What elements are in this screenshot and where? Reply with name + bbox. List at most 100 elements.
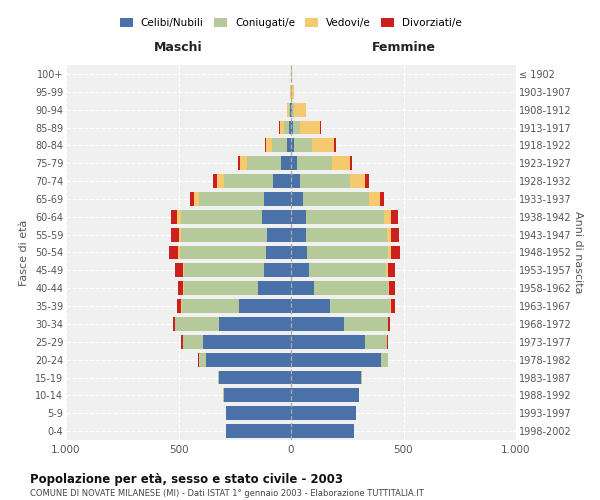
Bar [262, 210, 291, 224]
Bar [291, 317, 344, 331]
Bar [287, 102, 289, 117]
Bar [178, 246, 179, 260]
Bar [344, 317, 388, 331]
Bar [266, 246, 291, 260]
Bar [268, 228, 291, 241]
Text: Maschi: Maschi [154, 42, 203, 54]
Bar [386, 228, 391, 241]
Bar [178, 210, 181, 224]
Bar [177, 299, 181, 313]
Bar [291, 138, 295, 152]
Bar [291, 264, 309, 278]
Bar [184, 281, 259, 295]
Bar [238, 156, 241, 170]
Bar [300, 174, 349, 188]
Bar [391, 246, 400, 260]
Bar [291, 210, 305, 224]
Bar [183, 335, 203, 349]
Bar [289, 102, 290, 117]
Bar [205, 352, 291, 366]
Bar [381, 352, 388, 366]
Bar [203, 335, 291, 349]
Bar [380, 192, 385, 206]
Bar [194, 192, 199, 206]
Bar [181, 210, 262, 224]
Bar [247, 156, 281, 170]
Bar [182, 299, 239, 313]
Bar [223, 174, 273, 188]
Bar [313, 138, 334, 152]
Bar [199, 352, 205, 366]
Bar [218, 370, 219, 384]
Bar [214, 174, 217, 188]
Bar [259, 281, 291, 295]
Bar [388, 317, 391, 331]
Bar [291, 192, 304, 206]
Bar [291, 406, 356, 420]
Bar [305, 228, 386, 241]
Bar [305, 210, 385, 224]
Bar [291, 388, 359, 402]
Bar [385, 210, 391, 224]
Bar [289, 120, 291, 134]
Text: Femmine: Femmine [371, 42, 436, 54]
Bar [272, 138, 287, 152]
Bar [291, 174, 300, 188]
Bar [331, 299, 390, 313]
Bar [291, 228, 305, 241]
Bar [291, 370, 361, 384]
Bar [291, 424, 354, 438]
Bar [291, 246, 307, 260]
Bar [273, 174, 291, 188]
Bar [320, 120, 322, 134]
Bar [170, 210, 178, 224]
Bar [304, 192, 368, 206]
Bar [169, 246, 178, 260]
Bar [264, 264, 291, 278]
Bar [265, 138, 266, 152]
Bar [184, 264, 264, 278]
Bar [223, 388, 291, 402]
Text: Popolazione per età, sesso e stato civile - 2003: Popolazione per età, sesso e stato civil… [30, 472, 343, 486]
Y-axis label: Anni di nascita: Anni di nascita [573, 211, 583, 294]
Bar [217, 174, 223, 188]
Bar [389, 281, 395, 295]
Y-axis label: Fasce di età: Fasce di età [19, 220, 29, 286]
Bar [387, 335, 388, 349]
Bar [391, 228, 399, 241]
Bar [179, 228, 181, 241]
Bar [264, 192, 291, 206]
Bar [388, 281, 389, 295]
Bar [365, 174, 368, 188]
Bar [291, 335, 365, 349]
Bar [284, 120, 289, 134]
Bar [292, 102, 295, 117]
Bar [391, 299, 395, 313]
Bar [291, 299, 331, 313]
Bar [368, 192, 380, 206]
Bar [175, 264, 183, 278]
Bar [293, 120, 300, 134]
Bar [349, 156, 352, 170]
Bar [300, 120, 320, 134]
Bar [178, 281, 184, 295]
Bar [390, 299, 391, 313]
Bar [173, 317, 175, 331]
Bar [183, 264, 184, 278]
Bar [181, 228, 268, 241]
Bar [365, 335, 386, 349]
Bar [175, 317, 219, 331]
Bar [190, 192, 194, 206]
Bar [266, 138, 272, 152]
Bar [307, 246, 388, 260]
Bar [349, 174, 365, 188]
Bar [296, 156, 331, 170]
Legend: Celibi/Nubili, Coniugati/e, Vedovi/e, Divorziati/e: Celibi/Nubili, Coniugati/e, Vedovi/e, Di… [116, 14, 466, 32]
Bar [309, 264, 386, 278]
Bar [391, 210, 398, 224]
Bar [280, 120, 284, 134]
Bar [281, 156, 291, 170]
Bar [386, 264, 388, 278]
Bar [291, 102, 292, 117]
Bar [291, 281, 314, 295]
